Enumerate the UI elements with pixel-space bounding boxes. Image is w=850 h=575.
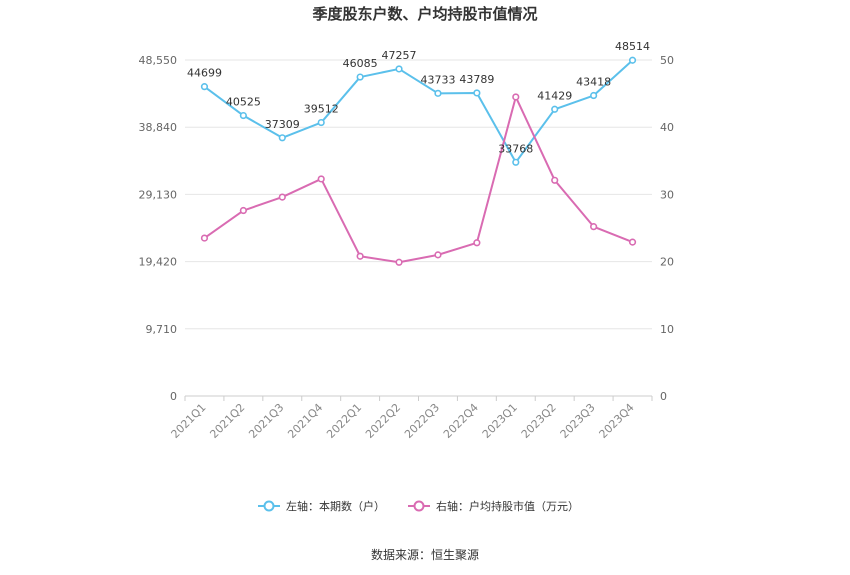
series-point-2 [356, 252, 364, 260]
right-axis-tick-label: 40 [660, 121, 674, 134]
series-line-1 [203, 59, 634, 164]
left-axis-tick-label: 48,550 [139, 54, 178, 67]
right-axis-tick-label: 30 [660, 188, 674, 201]
chart-title: 季度股东户数、户均持股市值情况 [312, 5, 537, 23]
series-point-2 [317, 175, 325, 183]
data-label: 43418 [576, 76, 611, 89]
x-axis-tick-label: 2023Q4 [597, 401, 637, 441]
x-axis-tick-label: 2022Q1 [324, 401, 364, 441]
series-point-1 [317, 118, 325, 127]
series-point-1 [512, 158, 520, 166]
right-axis-tick-label: 10 [660, 323, 674, 336]
legend: 左轴：本期数（户） 右轴：户均持股市值（万元） [258, 499, 579, 513]
series-point-2 [512, 93, 520, 101]
series-point-1 [395, 65, 403, 73]
series-point-2 [473, 239, 481, 247]
legend-marker-2 [413, 500, 425, 512]
x-axis-tick-label: 2023Q3 [558, 401, 598, 441]
data-label: 48514 [615, 40, 650, 53]
series-point-1 [551, 105, 559, 113]
legend-marker-1 [263, 500, 275, 512]
x-axis-tick-label: 2022Q4 [441, 401, 481, 441]
x-axis-tick-label: 2021Q4 [285, 401, 325, 441]
series-point-1 [434, 89, 442, 97]
series-point-2 [200, 234, 209, 242]
series-point-1 [590, 91, 598, 100]
right-axis-tick-label: 50 [660, 54, 674, 67]
series-point-1 [278, 134, 286, 142]
series-point-2 [395, 258, 403, 266]
series-line-2 [203, 95, 633, 264]
series-point-1 [356, 73, 364, 81]
x-axis-tick-label: 2022Q2 [363, 401, 403, 441]
series-point-2 [239, 206, 247, 215]
data-label: 37309 [265, 118, 300, 131]
x-axis-tick-label: 2021Q1 [169, 401, 209, 441]
series-layer [200, 56, 637, 266]
x-axis-tick-label: 2021Q2 [207, 401, 247, 441]
left-axis-tick-label: 0 [170, 390, 177, 403]
series-point-1 [200, 83, 209, 91]
data-label: 39512 [304, 103, 339, 116]
series-point-1 [628, 56, 637, 64]
left-axis-tick-label: 38,840 [139, 121, 178, 134]
data-label: 43733 [420, 73, 455, 86]
left-axis-tick-label: 9,710 [146, 323, 178, 336]
right-axis-tick-label: 20 [660, 256, 674, 269]
x-axis-tick-label: 2023Q2 [519, 401, 559, 441]
data-label: 41429 [537, 89, 572, 102]
series-point-2 [628, 238, 637, 246]
series-point-2 [434, 251, 442, 259]
left-axis-tick-label: 19,420 [139, 256, 178, 269]
series-point-2 [551, 176, 559, 184]
data-label: 43789 [459, 73, 494, 86]
data-label: 46085 [343, 57, 378, 70]
series-point-1 [473, 89, 481, 97]
source-note: 数据来源：恒生聚源 [371, 547, 479, 562]
legend-label-2: 右轴：户均持股市值（万元） [436, 499, 579, 513]
x-axis-tick-label: 2023Q1 [480, 401, 520, 441]
x-axis-tick-label: 2021Q3 [246, 401, 286, 441]
series-point-2 [278, 193, 286, 201]
right-axis-tick-label: 0 [660, 390, 667, 403]
series-point-1 [239, 111, 247, 120]
data-label: 47257 [382, 49, 417, 62]
series-point-2 [590, 223, 598, 231]
x-axis-tick-label: 2022Q3 [402, 401, 442, 441]
data-label: 33768 [498, 142, 533, 155]
data-label: 44699 [187, 67, 222, 80]
left-axis-tick-label: 29,130 [139, 188, 178, 201]
legend-label-1: 左轴：本期数（户） [286, 499, 385, 513]
axis-layer: 0 0 9,710 10 19,420 20 29,130 30 38,840 40 48,550 5… [139, 54, 675, 441]
data-label: 40525 [226, 96, 261, 109]
grid-layer [185, 59, 652, 397]
